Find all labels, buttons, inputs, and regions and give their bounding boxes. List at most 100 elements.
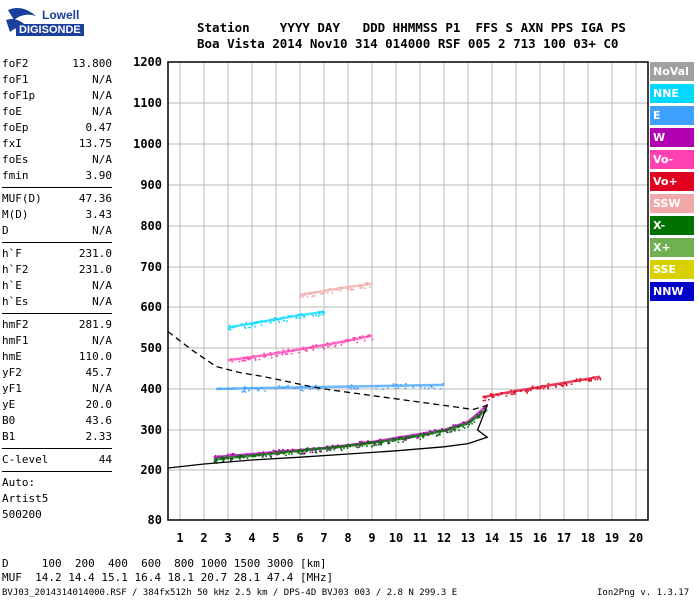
echo-point	[243, 385, 246, 388]
param-value: 20.0	[85, 398, 113, 411]
echo-point	[245, 322, 247, 324]
echo-point	[241, 391, 244, 393]
separator	[2, 313, 112, 314]
echo-point	[335, 344, 337, 347]
header-labels: Station YYYY DAY DDD HHMMSS P1 FFS S AXN…	[197, 20, 626, 35]
legend-item: X-	[650, 216, 694, 235]
echo-point	[297, 351, 300, 354]
echo-point	[359, 440, 361, 443]
echo-point	[565, 384, 568, 387]
echo-point	[312, 344, 314, 347]
echo-point	[355, 446, 358, 448]
x-tick-label: 9	[368, 531, 375, 545]
echo-point	[254, 357, 256, 360]
echo-point	[328, 287, 331, 290]
echo-point	[321, 346, 324, 348]
echo-point	[323, 292, 325, 294]
param-value: 44	[98, 453, 112, 466]
profile-line	[167, 405, 489, 469]
echo-point	[225, 455, 228, 458]
echo-point	[302, 296, 305, 299]
echo-point	[454, 428, 457, 431]
param-value: N/A	[92, 279, 112, 292]
echo-point	[286, 320, 288, 322]
echo-point	[303, 315, 305, 318]
echo-point	[542, 387, 545, 390]
echo-point	[300, 389, 302, 391]
echo-point	[394, 387, 397, 390]
param-name: yE	[2, 398, 16, 411]
muf-row: MUF 14.2 14.4 15.1 16.4 18.1 20.7 28.1 4…	[2, 571, 334, 584]
echo-point	[214, 460, 217, 463]
param-name: D	[2, 224, 9, 237]
echo-point	[486, 403, 489, 406]
echo-point	[300, 453, 302, 456]
echo-point	[554, 384, 557, 387]
echo-point	[359, 286, 362, 288]
x-tick-label: 14	[485, 531, 499, 545]
x-tick-label: 13	[461, 531, 475, 545]
echo-point	[352, 288, 354, 291]
param-name: yF2	[2, 366, 22, 379]
echo-point	[363, 287, 366, 290]
auto-artist: Artist5	[2, 492, 49, 505]
y-tick-label: 800	[140, 219, 162, 233]
echo-point	[596, 378, 599, 381]
y-tick-label: 600	[140, 300, 162, 314]
x-tick-label: 15	[509, 531, 523, 545]
legend-item: NNE	[650, 84, 694, 103]
echo-point	[439, 433, 441, 436]
echo-trace	[299, 282, 373, 297]
param-name: fmin	[2, 169, 29, 182]
echo-point	[497, 394, 500, 397]
echo-point	[387, 387, 389, 390]
echo-point	[323, 348, 325, 350]
echo-point	[300, 295, 303, 298]
plot-frame	[167, 61, 649, 521]
echo-point	[246, 457, 249, 460]
echo-point	[547, 382, 550, 385]
echo-point	[359, 287, 362, 290]
param-row: yF1 N/A	[2, 381, 112, 397]
echo-point	[327, 449, 329, 451]
echo-point	[251, 323, 254, 326]
param-value: N/A	[92, 105, 112, 118]
echo-point	[254, 325, 257, 328]
y-tick-label: 300	[140, 423, 162, 437]
param-name: foEp	[2, 121, 29, 134]
echo-point	[379, 438, 381, 441]
version-label: Ion2Png v. 1.3.17	[597, 588, 690, 598]
x-tick-label: 20	[629, 531, 643, 545]
echo-point	[510, 393, 512, 395]
echo-point	[287, 384, 289, 387]
echo-point	[405, 383, 407, 385]
echo-point	[214, 454, 217, 457]
logo-digisonde: DIGISONDE	[16, 24, 84, 36]
polarization-legend: NoVal NNE E W Vo- Vo+ SSW X- X+ SSE NNW	[650, 62, 694, 304]
param-row: hmF1 N/A	[2, 333, 112, 349]
echo-point	[377, 443, 380, 446]
echo-point	[305, 447, 308, 450]
param-value: N/A	[92, 334, 112, 347]
x-tick-label: 16	[533, 531, 547, 545]
echo-point	[454, 429, 456, 432]
echo-point	[404, 387, 407, 390]
echo-point	[380, 443, 383, 445]
param-row: hmE 110.0	[2, 349, 112, 365]
echo-point	[334, 345, 336, 348]
echo-point	[320, 451, 322, 453]
param-row: MUF(D) 47.36	[2, 191, 112, 207]
separator	[2, 242, 112, 243]
echo-point	[231, 361, 233, 363]
echo-point	[419, 432, 422, 435]
file-info: BVJ03_2014314014000.RSF / 384fx512h 50 k…	[2, 588, 458, 598]
echo-point	[217, 456, 220, 459]
echo-point	[435, 430, 438, 432]
echo-point	[357, 446, 359, 449]
echo-point	[555, 386, 557, 388]
echo-point	[257, 389, 259, 391]
echo-point	[248, 326, 250, 329]
echo-point	[288, 453, 291, 456]
x-tick-label: 12	[437, 531, 451, 545]
echo-point	[276, 453, 279, 456]
